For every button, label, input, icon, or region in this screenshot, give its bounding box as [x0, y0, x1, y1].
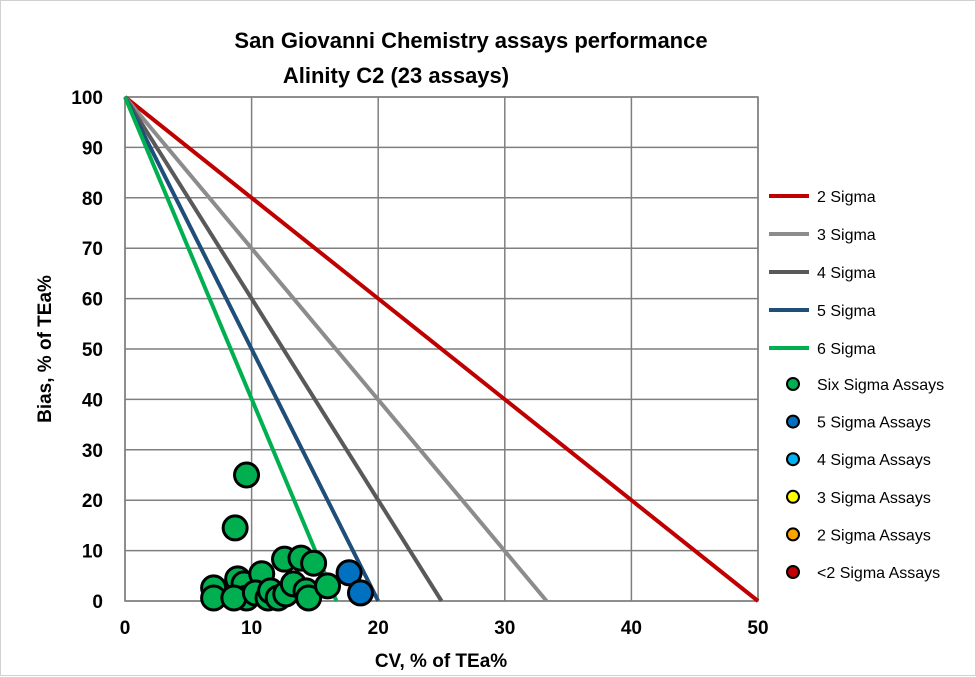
legend-label: 2 Sigma Assays [817, 527, 931, 544]
data-point [300, 549, 328, 577]
x-tick-label: 20 [368, 618, 389, 639]
y-tick-label: 20 [82, 491, 103, 512]
legend-label: 2 Sigma [817, 189, 876, 206]
y-tick-label: 30 [82, 441, 103, 462]
legend-label: 5 Sigma [817, 303, 876, 320]
legend-label: <2 Sigma Assays [817, 565, 940, 582]
legend-label: 6 Sigma [817, 341, 876, 358]
data-point [346, 579, 374, 607]
data-point [295, 584, 323, 612]
x-tick-label: 50 [747, 618, 768, 639]
y-axis-label: Bias, % of TEa% [35, 275, 56, 423]
data-point [220, 584, 248, 612]
x-tick-label: 0 [120, 618, 131, 639]
y-tick-label: 40 [82, 390, 103, 411]
legend-label: 4 Sigma [817, 265, 876, 282]
sigma-line [123, 96, 380, 602]
y-tick-label: 0 [92, 592, 103, 613]
y-tick-label: 100 [71, 88, 103, 109]
data-point [221, 514, 249, 542]
sigma-line [123, 95, 549, 603]
x-axis-label: CV, % of TEa% [375, 651, 507, 672]
chart-subtitle: Alinity C2 (23 assays) [283, 63, 509, 88]
legend-point-marker [786, 527, 800, 542]
y-tick-label: 70 [82, 239, 103, 260]
legend-point-marker [786, 489, 800, 504]
x-tick-label: 10 [241, 618, 262, 639]
legend-label: 3 Sigma Assays [817, 490, 931, 507]
y-tick-label: 60 [82, 290, 103, 311]
legend-point-marker [786, 452, 800, 467]
data-point [335, 559, 363, 587]
legend-label: 3 Sigma [817, 227, 876, 244]
y-tick-label: 10 [82, 542, 103, 563]
legend-label: 4 Sigma Assays [817, 452, 931, 469]
sigma-line [123, 96, 339, 602]
legend-point-marker [786, 565, 800, 579]
legend-point-marker [786, 377, 800, 391]
x-tick-label: 30 [494, 618, 515, 639]
y-tick-label: 80 [82, 189, 103, 210]
legend-point-marker [786, 414, 800, 429]
data-point [233, 461, 261, 489]
chart-title: San Giovanni Chemistry assays performanc… [234, 28, 707, 53]
x-tick-label: 40 [621, 618, 642, 639]
data-point [314, 572, 342, 600]
y-tick-label: 90 [82, 138, 103, 159]
sigma-line [123, 95, 760, 603]
y-tick-label: 50 [82, 340, 103, 361]
legend-label: Six Sigma Assays [817, 377, 944, 394]
legend-label: 5 Sigma Assays [817, 415, 931, 432]
sigma-line [123, 95, 444, 603]
